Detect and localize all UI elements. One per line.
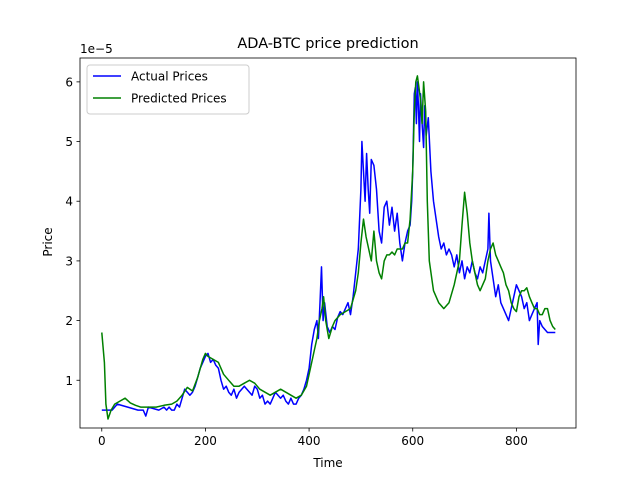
series-line-1 (101, 81, 556, 417)
y-tick-label: 1 (65, 374, 73, 388)
x-tick-label: 600 (401, 434, 424, 448)
legend-box (86, 64, 250, 115)
y-axis-label: Price (41, 227, 55, 256)
legend: Actual Prices Predicted Prices (86, 64, 250, 115)
x-tick-label: 800 (505, 434, 528, 448)
y-tick-label: 2 (65, 314, 73, 328)
series-line-2 (101, 75, 556, 420)
y-tick-label: 5 (65, 135, 73, 149)
axes-frame (79, 57, 577, 429)
y-tick-label: 4 (65, 195, 73, 209)
chart-title: ADA-BTC price prediction (237, 36, 418, 52)
y-tick-label: 3 (65, 254, 73, 268)
y-scale-label: 1e−5 (80, 42, 113, 56)
x-tick-label: 0 (98, 434, 106, 448)
x-axis-label: Time (312, 456, 342, 470)
legend-entry-label: Actual Prices (131, 70, 208, 84)
x-tick-label: 200 (194, 434, 217, 448)
y-tick-label: 6 (65, 75, 73, 89)
plot-area: 0 200 400 600 800 1 2 3 4 5 6 (65, 57, 577, 448)
legend-entry-label: Predicted Prices (131, 92, 227, 106)
x-tick-label: 400 (298, 434, 321, 448)
